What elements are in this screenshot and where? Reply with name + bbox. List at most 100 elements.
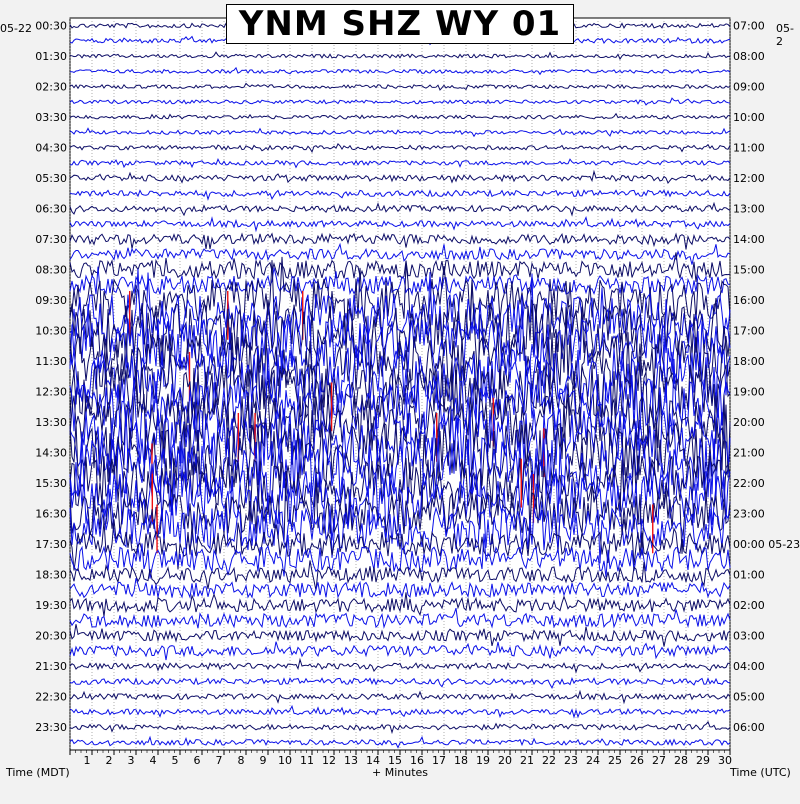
seismic-trace xyxy=(69,470,731,556)
left-hour-label: 04:30 xyxy=(35,142,67,155)
right-hour-label: 14:00 xyxy=(733,233,765,246)
left-hour-label: 15:30 xyxy=(35,477,67,490)
start-date-right: 05-2 xyxy=(776,22,794,48)
x-tick-label: 22 xyxy=(542,754,556,767)
left-hour-label: 14:30 xyxy=(35,447,67,460)
right-hour-label: 04:00 xyxy=(733,660,765,673)
seismic-trace xyxy=(69,416,731,523)
left-hour-label: 21:30 xyxy=(35,660,67,673)
left-hour-label: 01:30 xyxy=(35,50,67,63)
right-hour-label: 21:00 xyxy=(733,447,765,460)
seismic-trace xyxy=(69,676,731,690)
seismic-trace xyxy=(69,624,731,647)
x-tick-label: 9 xyxy=(260,754,267,767)
right-hour-label: 13:00 xyxy=(733,203,765,216)
x-tick-label: 14 xyxy=(366,754,380,767)
left-hour-label: 00:30 xyxy=(35,20,67,33)
seismic-trace xyxy=(69,533,731,579)
left-hour-label: 08:30 xyxy=(35,264,67,277)
left-hour-label: 10:30 xyxy=(35,325,67,338)
right-hour-label: 02:00 xyxy=(733,599,765,612)
left-axis-label: Time (MDT) xyxy=(6,766,70,779)
x-tick-label: 27 xyxy=(652,754,666,767)
seismic-trace xyxy=(69,127,731,138)
right-axis-label: Time (UTC) xyxy=(730,766,791,779)
x-axis-label: + Minutes xyxy=(372,766,429,779)
left-hour-label: 03:30 xyxy=(35,111,67,124)
start-date-left: 05-22 xyxy=(0,22,32,35)
x-tick-label: 15 xyxy=(388,754,402,767)
seismic-trace xyxy=(69,169,731,184)
station-title: YNM SHZ WY 01 xyxy=(226,4,574,44)
seismic-trace xyxy=(69,689,731,705)
left-hour-label: 05:30 xyxy=(35,172,67,185)
x-tick-label: 13 xyxy=(344,754,358,767)
right-hour-label: 17:00 xyxy=(733,325,765,338)
left-hour-label: 22:30 xyxy=(35,691,67,704)
right-hour-label: 08:00 xyxy=(733,50,765,63)
right-hour-label: 06:00 xyxy=(733,721,765,734)
left-hour-label: 11:30 xyxy=(35,355,67,368)
x-tick-label: 24 xyxy=(586,754,600,767)
seismic-trace xyxy=(69,256,731,347)
right-hour-label: 03:00 xyxy=(733,630,765,643)
right-hour-label: 23:00 xyxy=(733,508,765,521)
x-tick-label: 18 xyxy=(454,754,468,767)
left-hour-label: 17:30 xyxy=(35,538,67,551)
x-tick-label: 7 xyxy=(216,754,223,767)
right-hour-label: 18:00 xyxy=(733,355,765,368)
seismic-trace xyxy=(69,578,731,600)
seismic-trace xyxy=(69,82,731,91)
seismic-trace xyxy=(69,112,730,120)
right-hour-label: 11:00 xyxy=(733,142,765,155)
seismic-trace xyxy=(69,641,731,661)
seismic-trace xyxy=(69,380,731,500)
x-tick-label: 6 xyxy=(194,754,201,767)
seismic-trace xyxy=(69,143,731,154)
x-tick-label: 19 xyxy=(476,754,490,767)
seismic-trace xyxy=(69,268,731,362)
seismic-trace xyxy=(69,441,731,558)
right-hour-label: 05:00 xyxy=(733,691,765,704)
seismic-trace xyxy=(69,348,731,457)
seismic-trace xyxy=(69,201,731,217)
left-hour-label: 06:30 xyxy=(35,203,67,216)
right-hour-label: 16:00 xyxy=(733,294,765,307)
right-hour-label: 22:00 xyxy=(733,477,765,490)
left-hour-label: 12:30 xyxy=(35,386,67,399)
x-tick-label: 3 xyxy=(128,754,135,767)
left-hour-label: 09:30 xyxy=(35,294,67,307)
x-tick-label: 11 xyxy=(300,754,314,767)
right-hour-label: 15:00 xyxy=(733,264,765,277)
right-hour-label: 19:00 xyxy=(733,386,765,399)
seismic-trace xyxy=(69,560,731,591)
seismic-trace xyxy=(69,519,731,571)
seismic-trace xyxy=(69,266,731,296)
right-hour-label: 12:00 xyxy=(733,172,765,185)
left-hour-label: 19:30 xyxy=(35,599,67,612)
seismic-trace xyxy=(69,592,731,617)
x-tick-label: 4 xyxy=(150,754,157,767)
right-hour-label: 07:00 xyxy=(733,20,765,33)
seismic-trace xyxy=(69,720,731,735)
left-hour-label: 20:30 xyxy=(35,630,67,643)
right-hour-label: 01:00 xyxy=(733,569,765,582)
seismic-trace xyxy=(69,704,731,719)
x-tick-label: 10 xyxy=(278,754,292,767)
left-hour-label: 18:30 xyxy=(35,569,67,582)
x-tick-label: 29 xyxy=(696,754,710,767)
seismic-trace xyxy=(69,97,731,106)
seismic-trace xyxy=(69,51,731,61)
x-tick-label: 1 xyxy=(84,754,91,767)
left-hour-label: 07:30 xyxy=(35,233,67,246)
seismic-trace xyxy=(69,252,731,283)
x-tick-label: 5 xyxy=(172,754,179,767)
seismic-trace xyxy=(69,607,731,629)
seismic-trace xyxy=(69,158,731,169)
x-tick-label: 8 xyxy=(238,754,245,767)
seismic-trace xyxy=(69,215,731,233)
left-hour-label: 02:30 xyxy=(35,81,67,94)
seismic-trace xyxy=(69,189,731,201)
x-tick-label: 26 xyxy=(630,754,644,767)
